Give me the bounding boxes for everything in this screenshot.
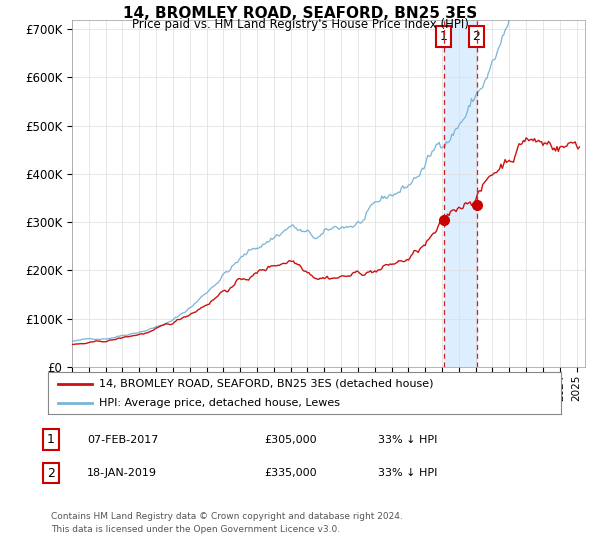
Text: 33% ↓ HPI: 33% ↓ HPI — [378, 435, 437, 445]
Text: £305,000: £305,000 — [264, 435, 317, 445]
Text: 14, BROMLEY ROAD, SEAFORD, BN25 3ES (detached house): 14, BROMLEY ROAD, SEAFORD, BN25 3ES (det… — [100, 379, 434, 389]
Text: £335,000: £335,000 — [264, 468, 317, 478]
Text: 2: 2 — [473, 30, 481, 43]
Text: 2: 2 — [47, 466, 55, 480]
Text: Contains HM Land Registry data © Crown copyright and database right 2024.
This d: Contains HM Land Registry data © Crown c… — [51, 512, 403, 534]
Text: 1: 1 — [440, 30, 448, 43]
Text: 07-FEB-2017: 07-FEB-2017 — [87, 435, 158, 445]
Text: 33% ↓ HPI: 33% ↓ HPI — [378, 468, 437, 478]
Bar — [444, 20, 476, 367]
Text: Price paid vs. HM Land Registry's House Price Index (HPI): Price paid vs. HM Land Registry's House … — [131, 18, 469, 31]
Text: 14, BROMLEY ROAD, SEAFORD, BN25 3ES: 14, BROMLEY ROAD, SEAFORD, BN25 3ES — [123, 6, 477, 21]
Text: 1: 1 — [47, 433, 55, 446]
Text: HPI: Average price, detached house, Lewes: HPI: Average price, detached house, Lewe… — [100, 398, 340, 408]
Text: 18-JAN-2019: 18-JAN-2019 — [87, 468, 157, 478]
